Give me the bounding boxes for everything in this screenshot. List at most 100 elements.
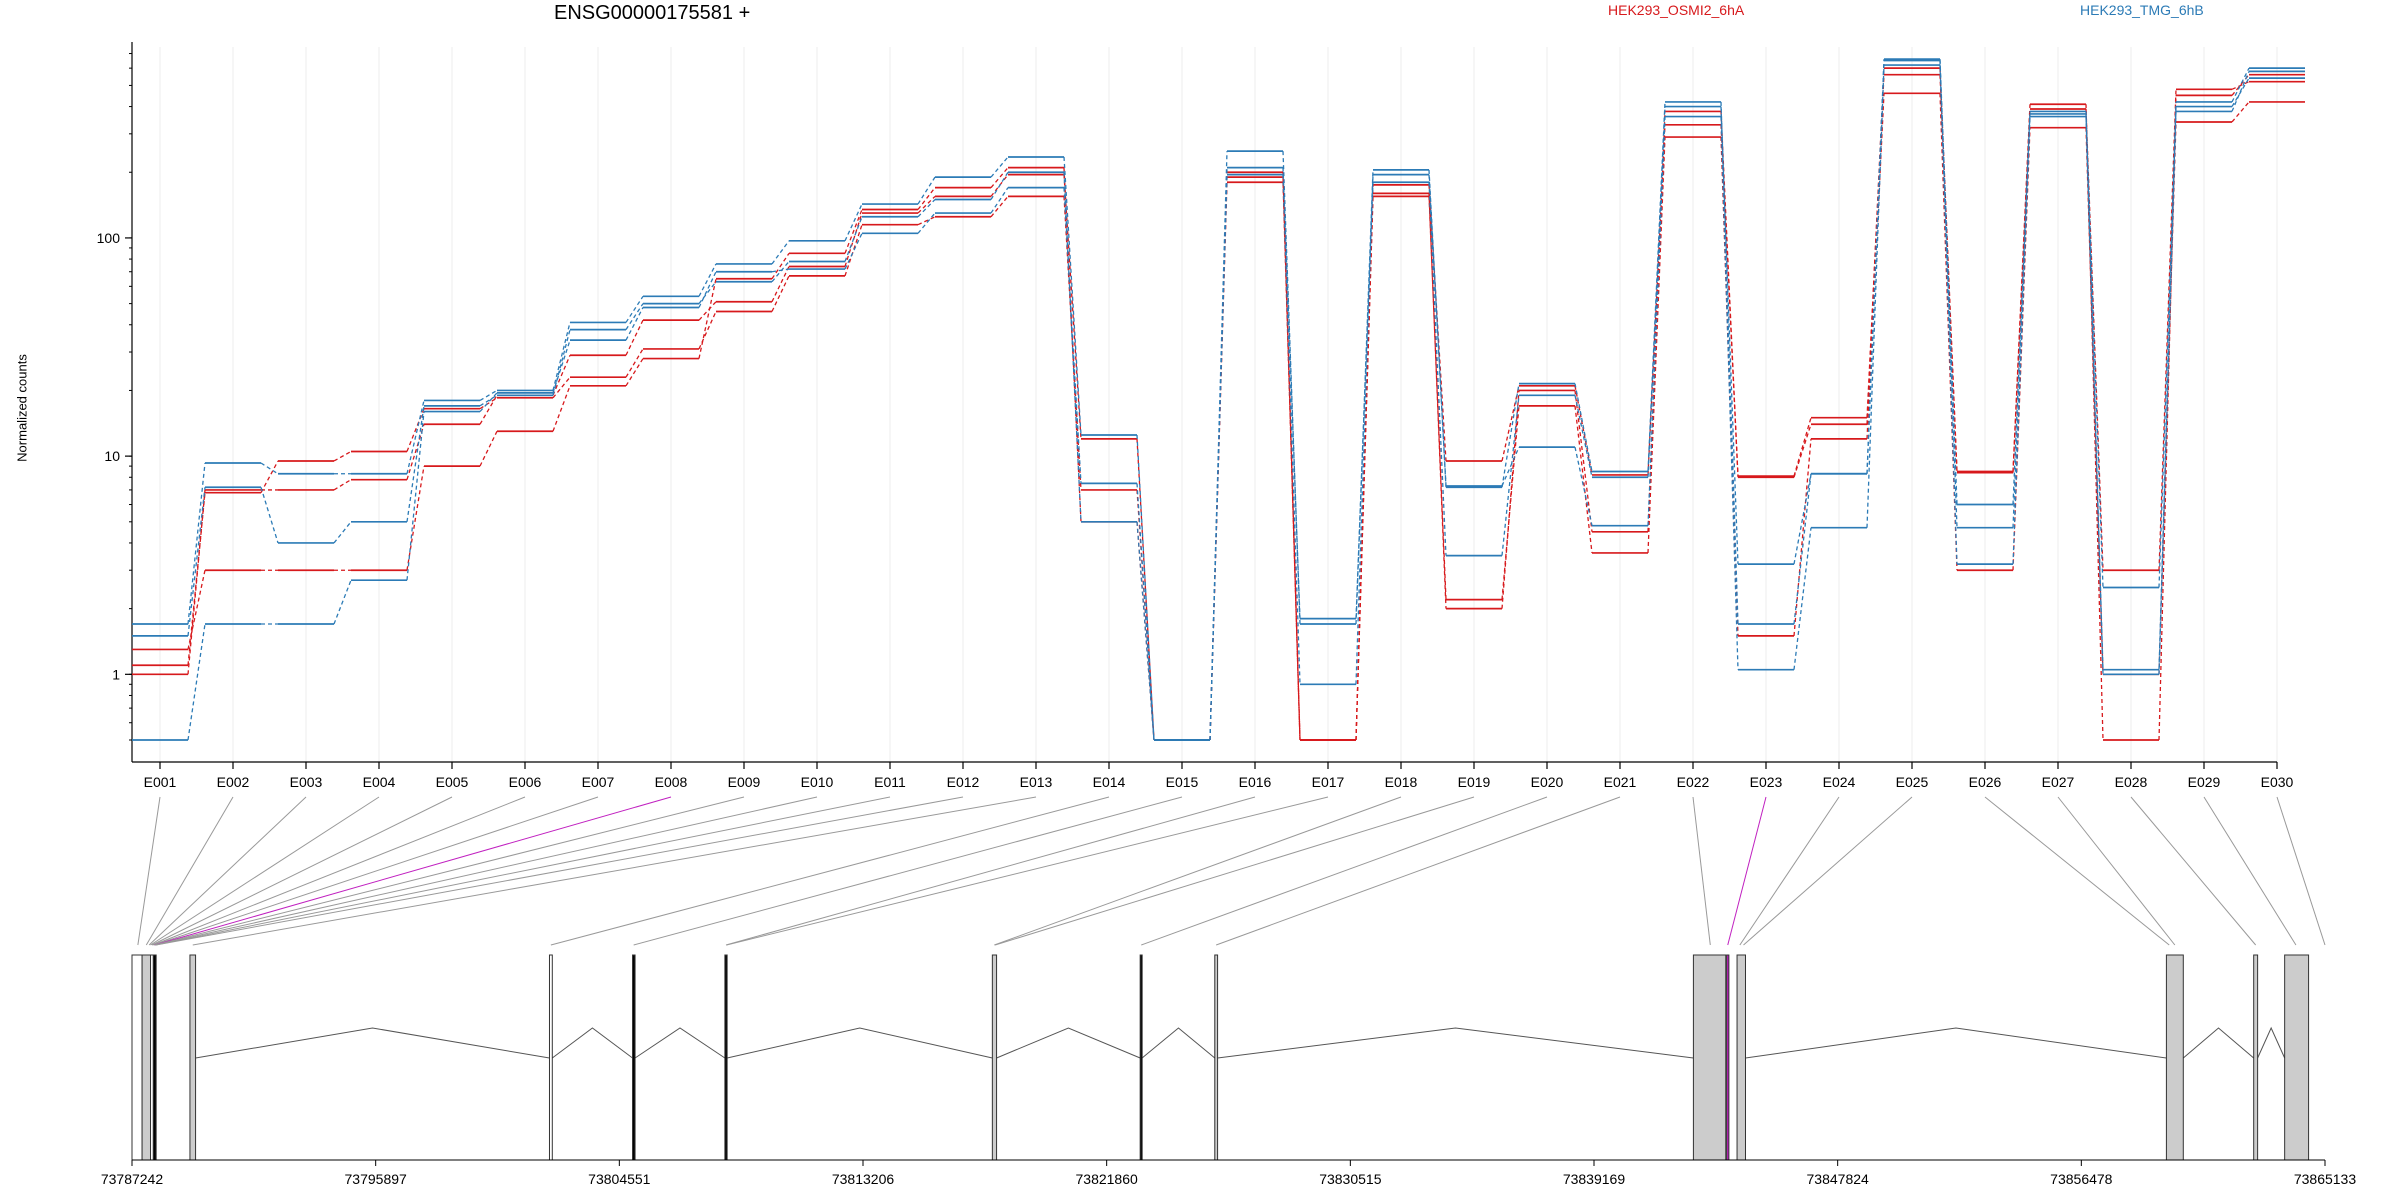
- series-connector: [2012, 104, 2031, 472]
- series-connector: [844, 203, 863, 242]
- series-connector: [479, 392, 498, 413]
- series-connector: [990, 195, 1009, 218]
- x-tick-label: E014: [1093, 774, 1126, 790]
- series-connector: [1939, 65, 1958, 565]
- y-tick-label: 100: [97, 230, 121, 246]
- series-connector: [333, 579, 352, 625]
- series-connector: [1647, 116, 1666, 526]
- exon-block: [724, 954, 728, 1161]
- series-connector: [1574, 390, 1593, 532]
- series-connector: [917, 216, 936, 226]
- x-tick-label: E025: [1896, 774, 1929, 790]
- series-connector: [1939, 59, 1958, 505]
- series-connector: [187, 487, 206, 636]
- series-connector: [1501, 446, 1520, 487]
- genomic-coordinate-label: 73856478: [2050, 1171, 2113, 1187]
- series-connector: [917, 199, 936, 218]
- x-tick-label: E009: [728, 774, 761, 790]
- series-6: [132, 59, 2305, 741]
- exon-connector: [192, 796, 1037, 946]
- series-connector: [917, 187, 936, 210]
- exon-connector: [155, 796, 818, 946]
- series-connector: [1428, 182, 1447, 556]
- exon-block: [1139, 954, 1143, 1161]
- exon-connector: [994, 796, 1402, 946]
- x-tick-label: E013: [1020, 774, 1053, 790]
- series-connector: [1355, 174, 1374, 685]
- series-connector: [1428, 169, 1447, 488]
- series-connector: [1720, 116, 1739, 670]
- series-connector: [1282, 167, 1301, 619]
- exon-connector: [154, 796, 745, 946]
- series-connector: [406, 466, 425, 571]
- exon-connector: [1727, 796, 1767, 946]
- series-connector: [1501, 385, 1520, 462]
- exon-block: [1214, 954, 1219, 1161]
- intron-line: [1217, 1027, 1694, 1059]
- x-tick-label: E026: [1969, 774, 2002, 790]
- exon-connector: [145, 796, 234, 946]
- y-tick-label: 1: [112, 666, 120, 682]
- x-tick-label: E006: [509, 774, 542, 790]
- series-connector: [406, 408, 425, 452]
- legend-tmg: HEK293_TMG_6hB: [2080, 2, 2204, 18]
- genomic-coordinate-label: 73847824: [1807, 1171, 1870, 1187]
- x-tick-label: E023: [1750, 774, 1783, 790]
- exon-connector: [633, 796, 1183, 946]
- series-connector: [406, 411, 425, 581]
- series-connector: [844, 224, 863, 277]
- exon-connector: [150, 796, 380, 946]
- series-connector: [698, 281, 717, 305]
- series-connector: [2158, 89, 2177, 571]
- series-connector: [625, 319, 644, 356]
- x-tick-label: E012: [947, 774, 980, 790]
- series-connector: [479, 430, 498, 467]
- series-connector: [1866, 60, 1885, 474]
- exon-connector: [1984, 796, 2170, 946]
- genomic-coordinate-label: 73865133: [2294, 1171, 2357, 1187]
- exon-connector: [1743, 796, 1913, 946]
- genomic-coordinate-label: 73804551: [588, 1171, 651, 1187]
- x-tick-label: E008: [655, 774, 688, 790]
- exon-connector: [725, 796, 1256, 946]
- x-tick-label: E024: [1823, 774, 1856, 790]
- series-connector: [406, 400, 425, 474]
- series-connector: [479, 397, 498, 410]
- series-connector: [625, 295, 644, 323]
- x-tick-label: E017: [1312, 774, 1345, 790]
- series-connector: [2231, 81, 2250, 90]
- exon-connector: [1216, 796, 1621, 946]
- legend-osmi2: HEK293_OSMI2_6hA: [1608, 2, 1745, 18]
- series-connector: [1501, 383, 1520, 488]
- exon-block: [1692, 954, 1727, 1161]
- series-connector: [1063, 172, 1082, 522]
- exon-block: [1726, 954, 1730, 1161]
- exon-connector: [1141, 796, 1548, 946]
- series-connector: [2231, 101, 2250, 123]
- exon-block: [189, 954, 197, 1161]
- series-connector: [990, 167, 1009, 189]
- series-connector: [1793, 424, 1812, 478]
- exon-connector: [995, 796, 1475, 946]
- series-1: [132, 73, 2305, 741]
- series-connector: [479, 394, 498, 425]
- intron-line: [996, 1027, 1141, 1059]
- series-connector: [2012, 113, 2031, 565]
- series-connector: [552, 376, 571, 399]
- x-tick-label: E002: [217, 774, 250, 790]
- series-connector: [1793, 473, 1812, 625]
- genomic-coordinate-label: 73787242: [101, 1171, 164, 1187]
- x-tick-label: E011: [874, 774, 906, 790]
- x-tick-label: E018: [1385, 774, 1418, 790]
- series-connector: [552, 339, 571, 394]
- series-connector: [2085, 116, 2104, 675]
- series-connector: [1209, 167, 1228, 741]
- series-connector: [625, 358, 644, 387]
- intron-line: [551, 1027, 633, 1059]
- series-connector: [479, 394, 498, 407]
- series-connector: [771, 275, 790, 312]
- series-connector: [1063, 156, 1082, 436]
- intron-line: [195, 1027, 550, 1059]
